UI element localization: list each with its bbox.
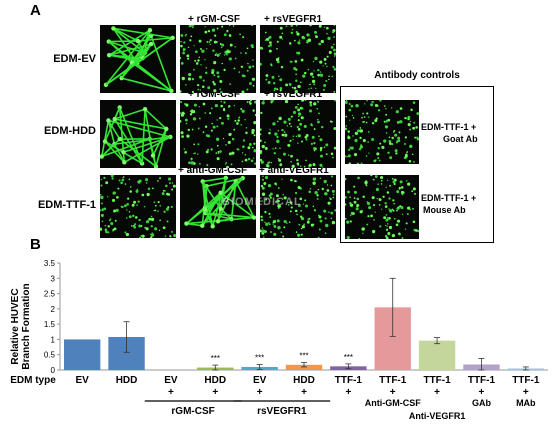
col-label-anti-gmcsf: + anti-GM-CSF [178,165,248,176]
row-label-ev: EDM-EV [53,53,96,65]
x-tick-label: TTF-1 [379,375,407,386]
col-label-rgmcsf-2: + rGM-CSF [188,89,240,100]
x-tick-label: EV [164,375,178,386]
img-ttf1-anti-vegfr1 [260,175,336,238]
significance-marker: *** [255,353,264,362]
col-label-rsvegfr1: + rsVEGFR1 [264,14,323,25]
sub-label: MAb [516,398,536,408]
plus-sign: + [301,387,307,398]
y-tick-label: 2 [51,305,56,314]
x-tick-label: EV [253,375,267,386]
img-ttf1-control [100,175,176,238]
significance-marker: *** [299,352,308,361]
panel-b-letter: B [30,236,41,253]
control-goat-label: EDM-TTF-1 + Goat Ab [421,121,478,145]
plus-sign: + [390,387,396,398]
plus-sign: + [434,387,440,398]
watermark: BIOMEDICAL [222,196,302,208]
significance-marker: *** [211,354,220,363]
img-control-mouse [345,175,419,239]
x-tick-label: HDD [116,375,138,386]
bar [285,364,323,370]
y-tick-label: 0.5 [44,351,56,360]
x-tick-label: TTF-1 [512,375,540,386]
img-control-goat [345,100,419,164]
group-label: Anti-VEGFR1 [409,411,466,421]
control-goat-line2: Goat Ab [443,134,478,144]
plus-sign: + [479,387,485,398]
y-tick-label: 0 [51,366,56,375]
group-label: rsVEGFR1 [257,406,307,417]
significance-marker: *** [344,353,353,362]
row-label-hdd: EDM-HDD [44,125,96,137]
img-hdd-control [100,100,176,168]
x-tick-label: HDD [293,375,315,386]
plus-sign: + [345,387,351,398]
y-axis-label: Relative HUVEC [10,288,21,364]
antibody-controls-title: Antibody controls [374,70,460,81]
bar [63,339,101,370]
img-hdd-rgmcsf [180,100,256,168]
x-axis-title: EDM type [10,375,56,386]
col-label-rgmcsf: + rGM-CSF [188,14,240,25]
plus-sign: + [523,387,529,398]
x-tick-label: TTF-1 [335,375,363,386]
row-label-ttf1: EDM-TTF-1 [37,199,96,211]
col-label-rsvegfr1-2: + rsVEGFR1 [264,89,323,100]
y-tick-label: 1 [51,335,56,344]
control-goat-line1: EDM-TTF-1 + [421,122,477,132]
plus-sign: + [257,387,263,398]
group-label: rGM-CSF [171,406,214,417]
y-tick-label: 2.5 [44,290,56,299]
bar-chart: 0 0.5 1 1.5 2 2.5 3 3.5 Relative HUVEC Branch For… [10,259,548,421]
img-ev-rsvegfr1 [260,25,336,93]
y-tick-label: 1.5 [44,320,56,329]
y-tick-label: 3.5 [44,259,56,268]
y-axis-label: Branch Formation [21,283,32,369]
plus-sign: + [212,387,218,398]
plus-sign: + [168,387,174,398]
img-ev-control [100,25,176,93]
antibody-controls-box [340,86,494,243]
x-tick-label: HDD [204,375,226,386]
control-mouse-label: EDM-TTF-1 + Mouse Ab [421,192,476,216]
sub-label: Anti-GM-CSF [365,398,421,408]
y-tick-label: 3 [51,274,56,283]
x-tick-label: EV [76,375,90,386]
sub-label: GAb [472,398,492,408]
control-mouse-line2: Mouse Ab [423,205,466,215]
panel-a-letter: A [30,2,41,19]
img-ttf1-anti-gmcsf [180,175,256,238]
col-label-anti-vegfr1: + anti-VEGFR1 [259,165,329,176]
x-tick-label: TTF-1 [468,375,496,386]
bar [418,340,456,370]
control-mouse-line1: EDM-TTF-1 + [421,193,477,203]
img-ev-rgmcsf [180,25,256,93]
img-hdd-rsvegfr1 [260,100,336,168]
x-tick-label: TTF-1 [423,375,451,386]
